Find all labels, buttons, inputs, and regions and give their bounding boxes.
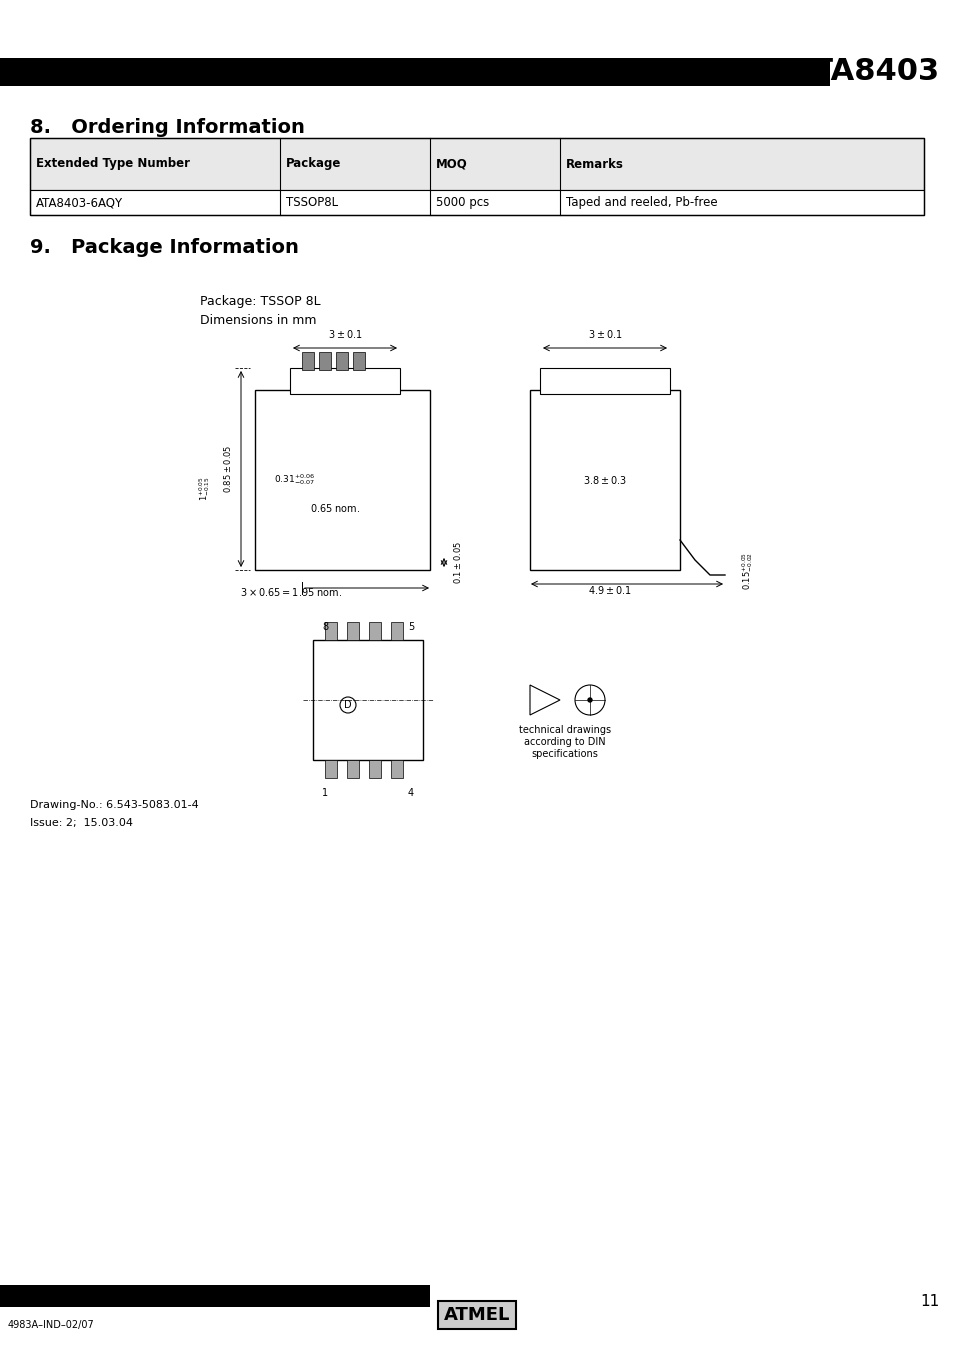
Text: Taped and reeled, Pb-free: Taped and reeled, Pb-free <box>565 196 717 209</box>
Bar <box>609 1285 953 1306</box>
Text: 11: 11 <box>920 1293 939 1309</box>
Text: according to DIN: according to DIN <box>523 738 605 747</box>
Bar <box>391 761 402 778</box>
Text: ATA8403: ATA8403 <box>791 58 939 86</box>
Bar <box>30 190 923 215</box>
Text: ATA8403-6AQY: ATA8403-6AQY <box>36 196 123 209</box>
Text: 8: 8 <box>321 621 328 632</box>
Text: 4983A–IND–02/07: 4983A–IND–02/07 <box>8 1320 94 1329</box>
Text: technical drawings: technical drawings <box>518 725 611 735</box>
Text: Remarks: Remarks <box>565 158 623 170</box>
Text: Issue: 2;  15.03.04: Issue: 2; 15.03.04 <box>30 817 132 828</box>
Text: $4.9\pm0.1$: $4.9\pm0.1$ <box>587 584 631 596</box>
Text: $3\pm0.1$: $3\pm0.1$ <box>587 328 621 340</box>
Text: Package: TSSOP 8L: Package: TSSOP 8L <box>200 295 320 308</box>
Bar <box>30 138 923 215</box>
Text: $3.8\pm0.3$: $3.8\pm0.3$ <box>582 474 626 486</box>
Bar <box>347 621 358 640</box>
Text: 4: 4 <box>408 788 414 798</box>
Bar <box>369 621 380 640</box>
Text: $3\pm0.1$: $3\pm0.1$ <box>327 328 362 340</box>
Bar <box>290 367 399 394</box>
Text: Package: Package <box>286 158 341 170</box>
Text: Drawing-No.: 6.543-5083.01-4: Drawing-No.: 6.543-5083.01-4 <box>30 800 198 811</box>
Text: Dimensions in mm: Dimensions in mm <box>200 313 316 327</box>
Text: 8.   Ordering Information: 8. Ordering Information <box>30 118 305 136</box>
Text: specifications: specifications <box>531 748 598 759</box>
Text: 5: 5 <box>408 621 414 632</box>
Text: $0.15^{+0.05}_{-0.02}$: $0.15^{+0.05}_{-0.02}$ <box>740 551 754 589</box>
Bar <box>325 621 336 640</box>
Bar <box>254 390 430 570</box>
Circle shape <box>587 698 592 703</box>
Text: MOQ: MOQ <box>436 158 467 170</box>
Text: $0.65$ nom.: $0.65$ nom. <box>310 503 360 513</box>
Text: 5000 pcs: 5000 pcs <box>436 196 489 209</box>
Bar <box>302 353 314 370</box>
Bar <box>0 58 829 86</box>
Bar <box>391 621 402 640</box>
Bar <box>369 761 380 778</box>
Bar <box>318 353 331 370</box>
Text: D: D <box>344 700 352 711</box>
Text: 9.   Package Information: 9. Package Information <box>30 238 298 257</box>
Text: TSSOP8L: TSSOP8L <box>286 196 337 209</box>
Bar <box>335 353 348 370</box>
Bar <box>30 138 923 190</box>
Bar <box>530 390 679 570</box>
Text: $0.85\pm0.05$: $0.85\pm0.05$ <box>222 444 233 493</box>
Text: Extended Type Number: Extended Type Number <box>36 158 190 170</box>
Bar <box>0 1285 430 1306</box>
Bar <box>313 640 422 761</box>
Bar <box>539 367 669 394</box>
Text: $0.1\pm0.05$: $0.1\pm0.05$ <box>452 540 462 584</box>
Text: ATMEL: ATMEL <box>443 1306 510 1324</box>
Bar <box>353 353 365 370</box>
Text: $3 \times 0.65 = 1.95$ nom.: $3 \times 0.65 = 1.95$ nom. <box>240 586 342 598</box>
Text: 1: 1 <box>321 788 328 798</box>
Text: $1^{+0.05}_{-0.15}$: $1^{+0.05}_{-0.15}$ <box>197 477 213 501</box>
Bar <box>347 761 358 778</box>
Bar <box>325 761 336 778</box>
Text: $0.31^{+0.06}_{-0.07}$: $0.31^{+0.06}_{-0.07}$ <box>274 473 314 488</box>
